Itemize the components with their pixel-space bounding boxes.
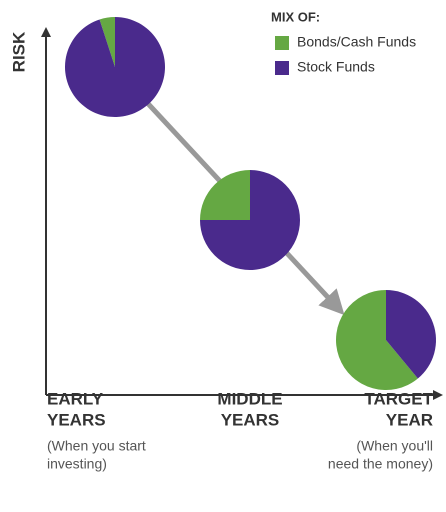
stage-label: YEARS bbox=[47, 410, 106, 429]
stage-label: TARGET bbox=[364, 389, 433, 408]
pie-slice bbox=[99, 17, 115, 67]
pie-slice bbox=[200, 170, 250, 220]
pie-slice bbox=[200, 170, 300, 270]
legend-swatch bbox=[275, 36, 289, 50]
pie-slice bbox=[64, 17, 165, 117]
legend-swatch bbox=[275, 61, 289, 75]
stage-label: YEAR bbox=[386, 410, 433, 429]
pie-slice bbox=[386, 290, 436, 379]
legend-label: Bonds/Cash Funds bbox=[297, 34, 416, 50]
stage-note: (When you start bbox=[47, 438, 146, 454]
stage-note: (When you'll bbox=[356, 438, 433, 454]
legend-label: Stock Funds bbox=[297, 59, 375, 75]
stage-label: YEARS bbox=[221, 410, 280, 429]
stage-label: MIDDLE bbox=[217, 389, 282, 408]
y-axis-label: RISK bbox=[9, 31, 28, 72]
stage-note: investing) bbox=[47, 456, 107, 472]
legend-title: MIX OF: bbox=[271, 9, 320, 24]
stage-label: EARLY bbox=[47, 389, 104, 408]
pie-slice bbox=[335, 290, 418, 390]
stage-note: need the money) bbox=[328, 456, 433, 472]
